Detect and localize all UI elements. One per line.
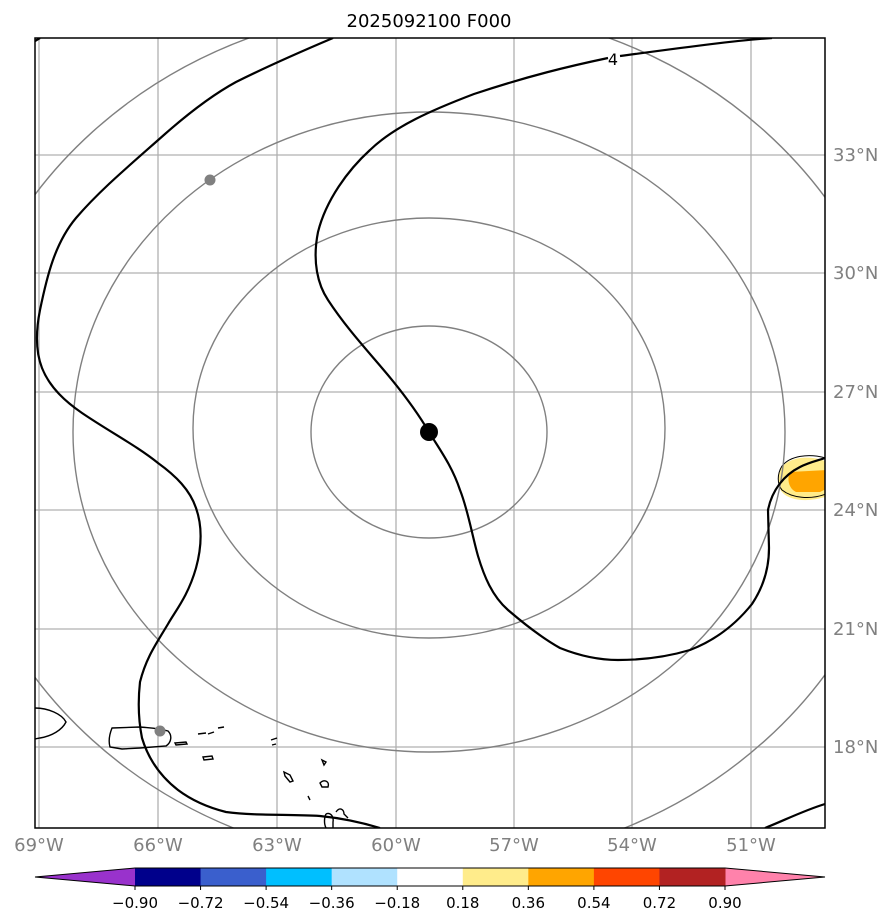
- range-ring-1: [310, 325, 548, 539]
- lat-label-30n: 30°N: [833, 263, 878, 284]
- colorbar-tick-label: −0.90: [112, 894, 158, 912]
- island-small-4: [320, 758, 328, 767]
- island-small-1: [202, 755, 214, 761]
- island-vieques: [173, 741, 189, 746]
- gridlines: [35, 38, 825, 828]
- contour-lines: [35, 38, 825, 828]
- colorbar-segment: [397, 868, 464, 886]
- virgin-islands: [197, 726, 225, 735]
- colorbar-tick-label: 0.54: [577, 894, 610, 912]
- storm-center-marker: [420, 423, 438, 441]
- coastlines: [35, 707, 349, 828]
- longitude-labels: 69°W 66°W 63°W 60°W 57°W 54°W 51°W: [14, 835, 776, 856]
- colorbar-tick-label: −0.54: [243, 894, 289, 912]
- colorbar-segment: [200, 868, 267, 886]
- colorbar-extend-low: [35, 868, 135, 886]
- lon-label-51w: 51°W: [726, 835, 776, 856]
- station-marker-puerto-rico: [154, 725, 166, 737]
- colorbar-tick-label: 0.90: [708, 894, 741, 912]
- island-small-7: [323, 812, 334, 828]
- colorbar: −0.90 −0.72 −0.54 −0.36 −0.18 0.18 0.36 0.54 0.7…: [34, 867, 826, 912]
- colorbar-segment: [462, 868, 529, 886]
- contour-west: [35, 38, 381, 828]
- lat-label-21n: 21°N: [833, 619, 878, 640]
- puerto-rico-coast: [108, 726, 172, 750]
- island-small-2: [270, 737, 278, 746]
- latitude-labels: 33°N 30°N 27°N 24°N 21°N 18°N: [833, 145, 878, 758]
- anomaly-orange: [788, 470, 825, 492]
- colorbar-tick-label: 0.18: [446, 894, 479, 912]
- colorbar-segment: [593, 868, 660, 886]
- lon-label-54w: 54°W: [607, 835, 657, 856]
- lat-label-33n: 33°N: [833, 145, 878, 166]
- island-small-6: [307, 795, 311, 801]
- contour-4: [314, 56, 825, 662]
- colorbar-segment: [528, 868, 595, 886]
- colorbar-tick-label: 0.36: [512, 894, 545, 912]
- lon-label-60w: 60°W: [371, 835, 421, 856]
- lon-label-66w: 66°W: [133, 835, 183, 856]
- island-small-5: [319, 780, 330, 788]
- figure-title: 2025092100 F000: [347, 11, 512, 32]
- colorbar-segment: [331, 868, 398, 886]
- lat-label-24n: 24°N: [833, 500, 878, 521]
- lat-label-18n: 18°N: [833, 737, 878, 758]
- colorbar-tick-label: −0.36: [309, 894, 355, 912]
- lat-label-27n: 27°N: [833, 382, 878, 403]
- colorbar-tick-label: 0.72: [643, 894, 676, 912]
- colorbar-segment: [659, 868, 726, 886]
- contour-label: 4: [608, 50, 618, 69]
- contour-southeast: [764, 802, 825, 828]
- map-area: [35, 38, 825, 828]
- colorbar-tick-label: −0.18: [374, 894, 420, 912]
- lon-label-57w: 57°W: [489, 835, 539, 856]
- anomaly-fill: [777, 455, 825, 501]
- station-marker-north: [204, 174, 216, 186]
- colorbar-tick-label: −0.72: [178, 894, 224, 912]
- map-frame: [34, 37, 826, 829]
- island-small-8: [335, 808, 349, 819]
- lon-label-69w: 69°W: [14, 835, 64, 856]
- island-small-3: [282, 770, 294, 783]
- anomaly-outline: [777, 455, 825, 498]
- range-rings: [35, 38, 825, 828]
- range-ring-2: [192, 217, 666, 639]
- colorbar-extend-high: [725, 868, 825, 886]
- hispaniola-coast: [35, 707, 67, 740]
- colorbar-segment: [266, 868, 333, 886]
- lon-label-63w: 63°W: [252, 835, 302, 856]
- contour-4-north: [619, 38, 773, 58]
- colorbar-segment: [135, 868, 202, 886]
